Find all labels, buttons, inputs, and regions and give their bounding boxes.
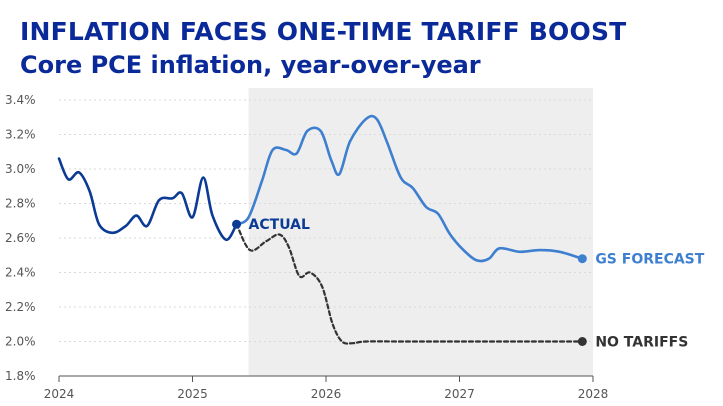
y-tick-label: 2.4% (5, 266, 36, 280)
x-tick-label: 2027 (444, 387, 475, 401)
endpoint-marker-gs-forecast (577, 254, 587, 264)
y-tick-label: 3.0% (5, 162, 36, 176)
y-gridlines (59, 99, 593, 342)
y-axis: 1.8% 2.0% 2.2% 2.4% 2.6% 2.8% 3.0% 3.2% 3.4% (5, 93, 36, 383)
y-tick-label: 3.4% (5, 93, 36, 107)
x-tick-label: 2024 (44, 387, 75, 401)
y-tick-label: 2.2% (5, 300, 36, 314)
x-tick-label: 2028 (578, 387, 609, 401)
chart-subtitle: Core PCE inflation, year-over-year (20, 51, 481, 79)
series-lines (57, 114, 584, 345)
series-label-actual: ACTUAL (249, 217, 310, 233)
y-tick-label: 3.2% (5, 128, 36, 142)
endpoint-marker-no-tariffs (577, 337, 587, 346)
forecast-region (248, 88, 593, 376)
endpoint-marker-actual (232, 219, 242, 229)
series-label-no-tariffs: NO TARIFFS (595, 335, 688, 351)
x-tick-label: 2026 (311, 387, 342, 401)
y-tick-label: 2.0% (5, 335, 36, 349)
series-labels: ACTUAL GS FORECAST NO TARIFFS (232, 217, 705, 351)
x-tick-label: 2025 (177, 387, 208, 401)
y-tick-label: 1.8% (5, 369, 36, 383)
series-label-gs-forecast: GS FORECAST (595, 252, 704, 268)
y-tick-label: 2.6% (5, 231, 36, 245)
series-line-actual (57, 157, 238, 241)
chart-title: INFLATION FACES ONE-TIME TARIFF BOOST (20, 17, 627, 46)
y-tick-label: 2.8% (5, 197, 36, 211)
series-line-no-tariffs (235, 223, 584, 345)
x-axis: 2024 2025 2026 2027 2028 (44, 375, 609, 401)
series-line-gs-forecast (235, 114, 584, 263)
